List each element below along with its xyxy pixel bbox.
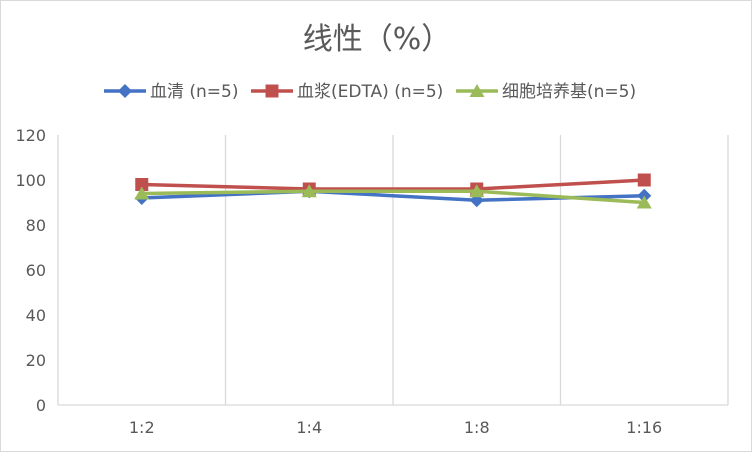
diamond-marker [118,84,132,98]
x-tick-label: 1:4 [296,418,322,437]
y-tick-label: 60 [26,261,46,280]
square-marker [135,178,149,191]
triangle-marker [134,186,150,200]
triangle-marker [301,184,317,198]
y-tick-label: 120 [15,126,46,145]
axes: 0 20 40 60 80 100 120 1:2 1:4 1:8 1:16 [15,126,728,437]
y-tick-label: 20 [26,351,46,370]
legend-item: 细胞培养基(n=5) [456,82,636,102]
legend-label: 血清 (n=5) [150,82,239,102]
legend-item: 血清 (n=5) [104,82,239,102]
square-marker [265,84,279,98]
triangle-marker [469,84,485,97]
series-line [141,178,645,191]
y-tick-label: 40 [26,306,46,325]
series-group [134,173,652,209]
y-tick-label: 100 [15,171,46,190]
legend-label: 细胞培养基(n=5) [502,82,636,102]
y-tick-label: 0 [36,396,46,415]
x-tick-label: 1:2 [129,418,155,437]
x-tick-label: 1:16 [626,418,662,437]
legend-label: 血浆(EDTA) (n=5) [297,82,443,102]
triangle-marker [636,195,652,209]
y-tick-label: 80 [26,216,46,235]
chart-title: 线性（%） [303,22,452,57]
gridlines [224,135,729,405]
series-triangle [134,184,652,209]
square-marker [637,173,651,187]
legend: 血清 (n=5) 血浆(EDTA) (n=5) 细胞培养基(n=5) [104,82,636,102]
legend-item: 血浆(EDTA) (n=5) [251,82,443,102]
x-tick-label: 1:8 [464,418,490,437]
series-line [141,189,645,205]
triangle-marker [469,184,485,198]
